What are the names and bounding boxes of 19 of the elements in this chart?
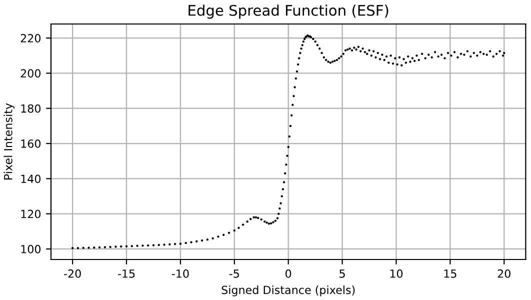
y-tick-label: 160 bbox=[21, 139, 41, 148]
y-tick-label: 140 bbox=[21, 174, 41, 184]
x-axis-title: Signed Distance (pixels) bbox=[222, 286, 355, 296]
y-tick-label: 180 bbox=[21, 104, 41, 113]
y-tick-label: 220 bbox=[20, 34, 41, 42]
y-tick-label: 120 bbox=[21, 210, 41, 218]
x-tick-label: -5 bbox=[229, 270, 239, 278]
y-tick-label: 200 bbox=[20, 69, 41, 78]
chart-title: Edge Spread Function (ESF) bbox=[188, 4, 388, 19]
x-tick-label: -20 bbox=[64, 269, 81, 278]
x-tick-label: 20 bbox=[498, 269, 510, 278]
y-axis-title: Pixel Intensity bbox=[4, 103, 14, 180]
x-tick-label: 15 bbox=[444, 270, 456, 278]
x-tick-label: -10 bbox=[172, 269, 189, 278]
x-tick-label: 0 bbox=[286, 269, 292, 278]
x-tick-label: 5 bbox=[340, 270, 345, 278]
x-tick-label: -15 bbox=[118, 270, 135, 278]
y-tick-label: 100 bbox=[21, 244, 41, 254]
x-tick-label: 10 bbox=[390, 269, 403, 278]
